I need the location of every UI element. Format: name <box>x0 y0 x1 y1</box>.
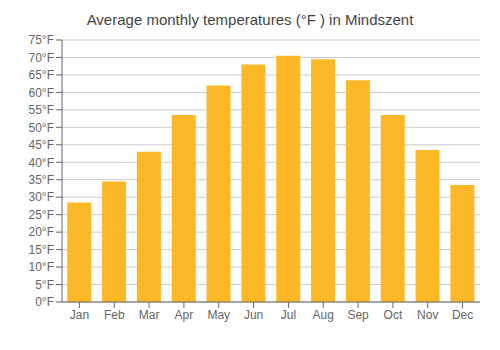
svg-text:45°F: 45°F <box>29 138 54 152</box>
svg-text:25°F: 25°F <box>29 208 54 222</box>
svg-text:20°F: 20°F <box>29 225 54 239</box>
svg-text:Jun: Jun <box>244 308 263 322</box>
html-text:Average monthly temperatures (: Average monthly temperatures (°F ) in Mi… <box>86 11 414 28</box>
svg-text:Feb: Feb <box>104 308 125 322</box>
svg-text:65°F: 65°F <box>29 68 54 82</box>
svg-text:30°F: 30°F <box>29 190 54 204</box>
svg-text:Jul: Jul <box>281 308 296 322</box>
svg-text:5°F: 5°F <box>35 278 54 292</box>
svg-text:Apr: Apr <box>175 308 194 322</box>
svg-text:Mar: Mar <box>139 308 160 322</box>
svg-text:Jan: Jan <box>70 308 89 322</box>
svg-text:0°F: 0°F <box>35 295 54 309</box>
svg-text:55°F: 55°F <box>29 103 54 117</box>
svg-text:May: May <box>207 308 230 322</box>
svg-text:75°F: 75°F <box>29 33 54 47</box>
svg-text:Sep: Sep <box>347 308 369 322</box>
svg-text:60°F: 60°F <box>29 86 54 100</box>
svg-text:Dec: Dec <box>452 308 473 322</box>
svg-text:35°F: 35°F <box>29 173 54 187</box>
svg-text:40°F: 40°F <box>29 156 54 170</box>
svg-text:Aug: Aug <box>313 308 334 322</box>
svg-text:Oct: Oct <box>384 308 403 322</box>
svg-text:15°F: 15°F <box>29 243 54 257</box>
svg-text:Nov: Nov <box>417 308 438 322</box>
svg-text:10°F: 10°F <box>29 260 54 274</box>
svg-text:50°F: 50°F <box>29 121 54 135</box>
svg-text:70°F: 70°F <box>29 51 54 65</box>
